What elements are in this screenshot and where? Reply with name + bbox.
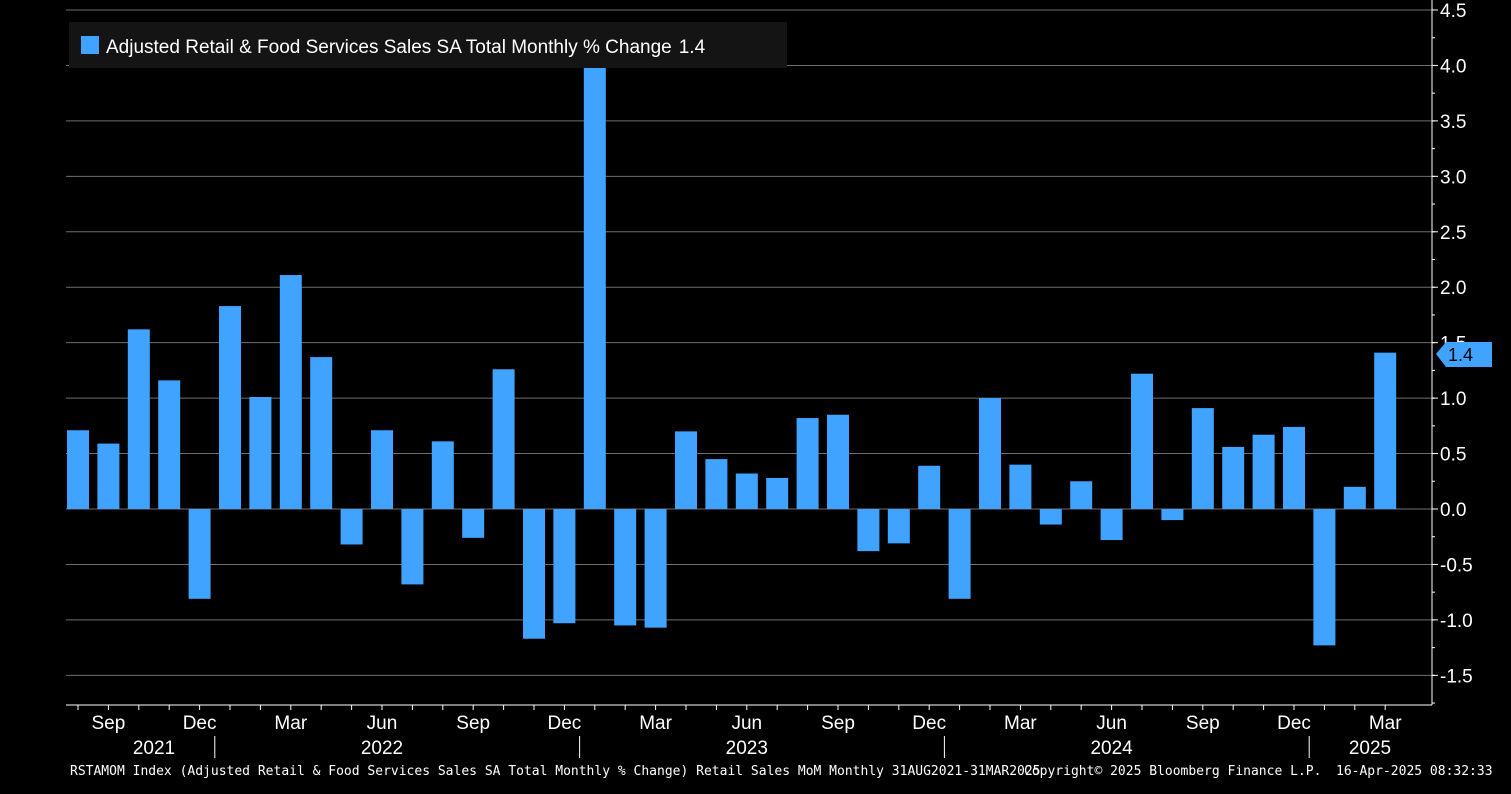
x-tick-label: Mar <box>639 713 672 734</box>
bar <box>249 397 272 509</box>
bar <box>1161 509 1184 521</box>
bar <box>1070 481 1093 509</box>
x-tick-label: Jun <box>367 713 398 734</box>
bar <box>219 306 241 509</box>
legend-box <box>69 22 787 68</box>
x-tick-label: Sep <box>1186 713 1220 734</box>
x-tick-label: Sep <box>91 713 125 734</box>
x-year-label: 2023 <box>726 738 768 759</box>
legend-swatch <box>81 36 99 54</box>
bar <box>462 509 485 538</box>
y-axis: 4.54.03.53.02.52.01.51.00.50.0-0.5-1.0-1… <box>1431 0 1473 705</box>
bars <box>67 56 1397 646</box>
x-tick-label: Mar <box>1369 713 1402 734</box>
bar <box>735 473 758 509</box>
y-tick-label: 0.5 <box>1440 445 1466 466</box>
x-year-label: 2024 <box>1090 738 1133 759</box>
x-tick-label: Jun <box>731 713 762 734</box>
y-tick-label: 2.5 <box>1440 223 1466 244</box>
bar <box>857 509 880 552</box>
bar <box>1222 446 1245 509</box>
x-axis: Sep Dec Mar Jun Sep Dec Mar Jun Sep Dec Mar Jun Sep D… <box>66 704 1432 759</box>
x-tick-label: Jun <box>1096 713 1127 734</box>
bar <box>918 465 941 509</box>
bar <box>583 56 606 509</box>
last-value-arrow <box>1436 342 1492 367</box>
bar <box>1009 464 1032 509</box>
bar <box>67 430 89 509</box>
x-tick-label: Sep <box>821 713 855 734</box>
legend: Adjusted Retail & Food Services Sales SA… <box>69 22 787 68</box>
bar <box>371 430 393 509</box>
gridlines <box>66 9 1432 676</box>
bar <box>1283 426 1305 509</box>
y-tick-label: 2.0 <box>1440 278 1466 299</box>
y-tick-label: -1.5 <box>1440 666 1473 687</box>
bar <box>1131 373 1153 509</box>
legend-label: Adjusted Retail & Food Services Sales SA… <box>106 37 706 58</box>
y-tick-label: 4.0 <box>1440 56 1466 77</box>
bar <box>948 509 971 599</box>
bar <box>127 329 150 509</box>
x-year-label: 2022 <box>361 738 403 759</box>
last-value-tag: 1.4 <box>1436 342 1492 367</box>
bar <box>401 509 424 585</box>
x-tick-label: Mar <box>1004 713 1037 734</box>
bar <box>1252 434 1275 509</box>
bar <box>1191 408 1214 509</box>
x-year-label: 2021 <box>133 738 175 759</box>
x-tick-label: Sep <box>456 713 490 734</box>
bar <box>310 357 333 509</box>
legend-series-name: Adjusted Retail & Food Services Sales SA… <box>106 37 672 58</box>
bar <box>523 509 545 639</box>
bar <box>97 443 120 509</box>
y-tick-label: -1.0 <box>1440 611 1473 632</box>
x-tick-label: Dec <box>548 713 582 734</box>
bar <box>675 431 697 509</box>
bar <box>766 477 789 509</box>
footer-timestamp: 16-Apr-2025 08:32:33 <box>1336 764 1493 779</box>
footer-description: RSTAMOM Index (Adjusted Retail & Food Se… <box>70 764 1041 779</box>
y-tick-label: 3.0 <box>1440 167 1466 188</box>
x-tick-label: Mar <box>274 713 307 734</box>
x-tick-label: Dec <box>183 713 217 734</box>
bar <box>158 380 181 509</box>
bar <box>340 509 363 545</box>
bar <box>188 509 211 599</box>
bar <box>644 509 667 628</box>
bar <box>1100 509 1123 541</box>
bar <box>431 441 454 509</box>
x-year-label: 2025 <box>1349 738 1391 759</box>
x-tick-label: Dec <box>912 713 946 734</box>
bar <box>1374 352 1397 509</box>
bar <box>796 418 819 509</box>
last-value-label: 1.4 <box>1448 345 1473 365</box>
bar <box>827 414 849 509</box>
bar <box>887 509 910 544</box>
bar <box>1313 509 1336 646</box>
x-tick-label: Dec <box>1277 713 1311 734</box>
bar <box>1343 486 1366 509</box>
y-tick-label: -0.5 <box>1440 555 1473 576</box>
bar <box>979 398 1001 509</box>
y-tick-label: 4.5 <box>1440 1 1466 22</box>
y-tick-label: 3.5 <box>1440 112 1466 133</box>
bar <box>614 509 637 626</box>
bar <box>279 275 302 509</box>
footer-copyright: Copyright© 2025 Bloomberg Finance L.P. <box>1024 764 1322 779</box>
bar <box>705 459 728 509</box>
y-tick-label: 0.0 <box>1440 500 1466 521</box>
y-tick-label: 1.0 <box>1440 389 1466 410</box>
bar <box>1039 509 1062 525</box>
bar <box>492 369 515 509</box>
bar <box>553 509 576 624</box>
legend-last-value: 1.4 <box>679 37 706 58</box>
